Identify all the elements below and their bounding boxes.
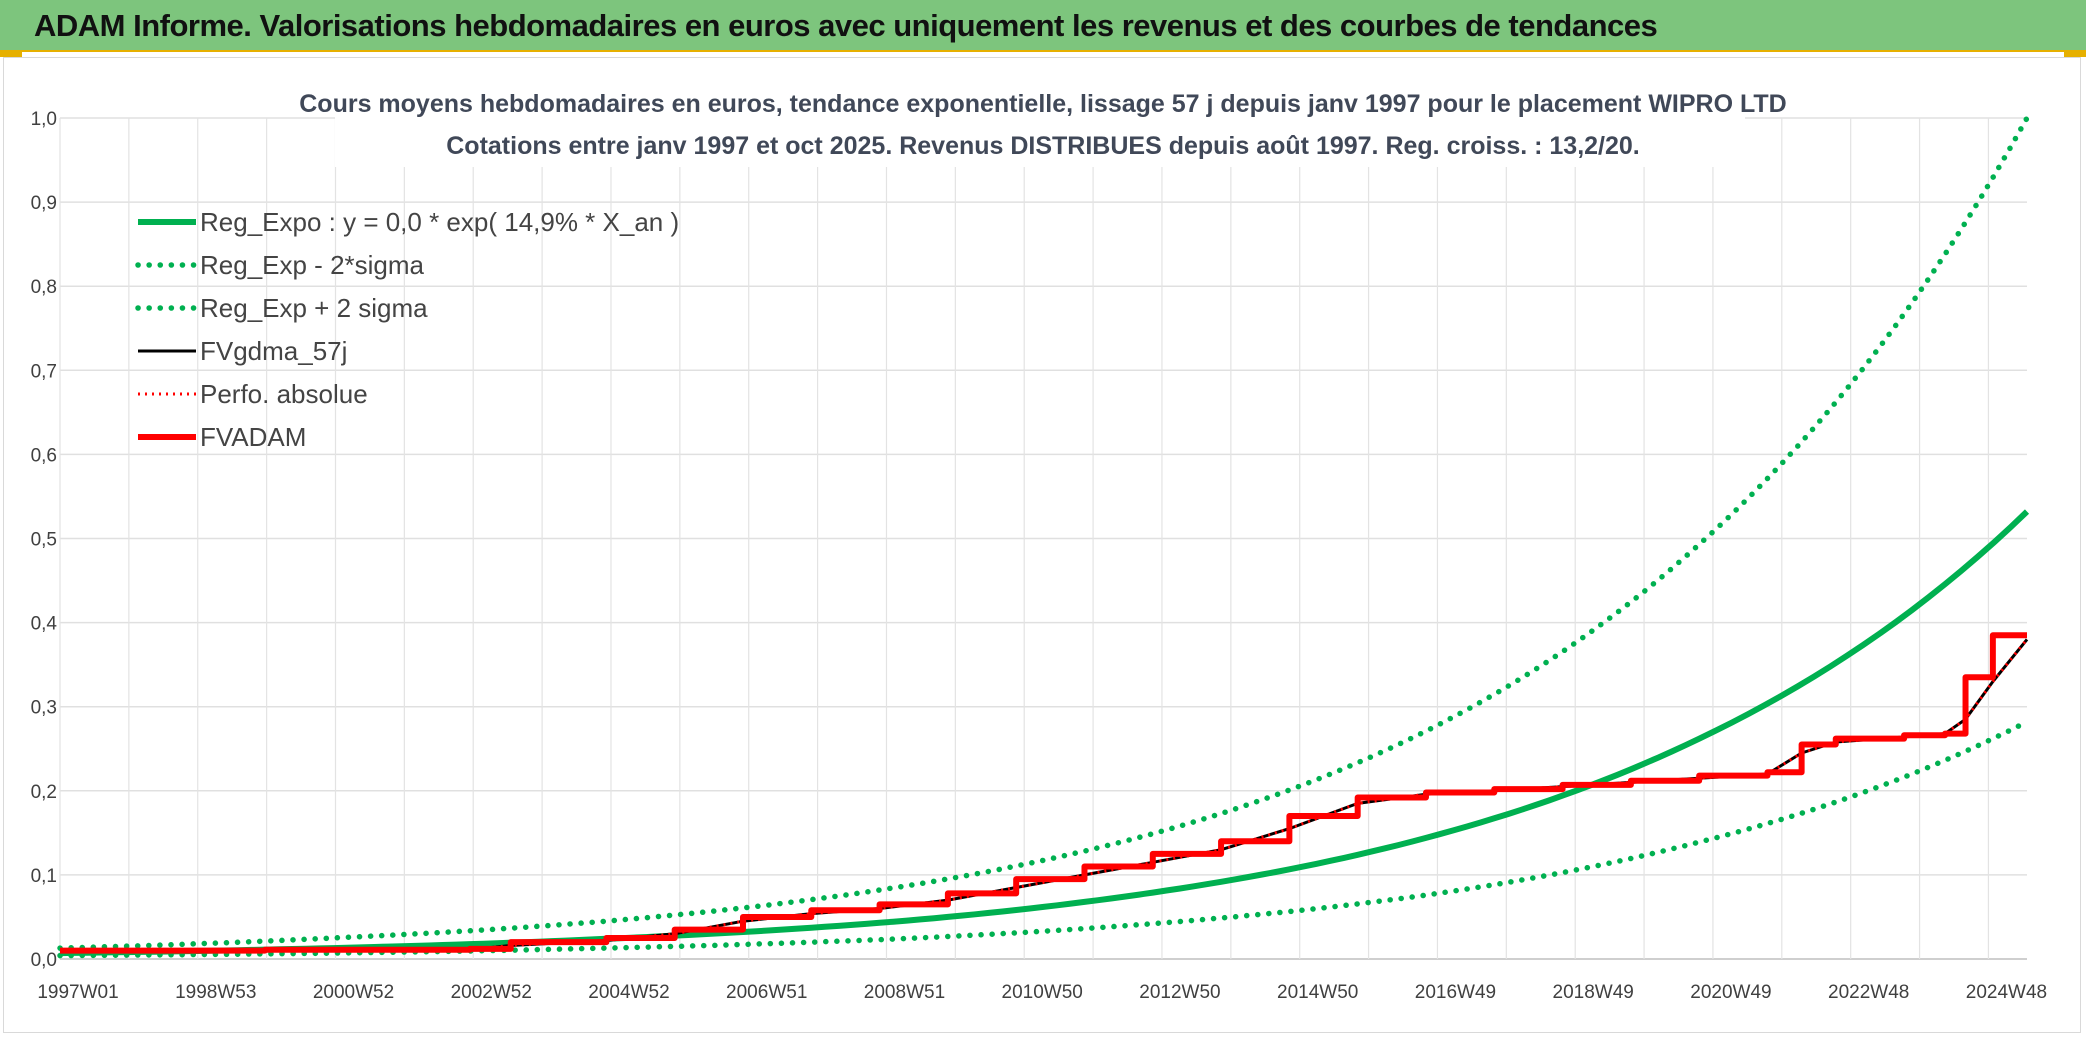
y-tick-label: 0,9: [31, 193, 57, 214]
x-tick-label: 2012W50: [1139, 982, 1220, 1003]
y-tick-label: 0,5: [31, 530, 57, 551]
y-tick-label: 0,6: [31, 445, 57, 466]
x-tick-label: 2008W51: [864, 982, 945, 1003]
x-tick-label: 2014W50: [1277, 982, 1358, 1003]
x-tick-label: 1998W53: [175, 982, 256, 1003]
x-tick-label: 2000W52: [313, 982, 394, 1003]
y-tick-label: 0,2: [31, 782, 57, 803]
y-tick-label: 0,4: [31, 614, 58, 635]
x-tick-label: 2022W48: [1828, 982, 1909, 1003]
series-line-2: [57, 115, 2030, 951]
corner-mark-right: [2064, 52, 2086, 57]
x-tick-label: 2010W50: [1002, 982, 1083, 1003]
x-tick-label: 2006W51: [726, 982, 807, 1003]
x-tick-label: 2016W49: [1415, 982, 1496, 1003]
y-tick-label: 0,8: [31, 277, 57, 298]
banner-title: ADAM Informe. Valorisations hebdomadaire…: [34, 8, 1658, 43]
legend-label: Reg_Exp + 2 sigma: [200, 293, 428, 323]
x-tick-label: 2020W49: [1690, 982, 1771, 1003]
corner-mark-left: [0, 52, 22, 57]
legend-label: FVADAM: [200, 422, 306, 452]
x-tick-label: 2002W52: [451, 982, 532, 1003]
y-tick-label: 0,0: [31, 950, 57, 971]
chart-title: Cours moyens hebdomadaires en euros, ten…: [299, 90, 1786, 118]
x-tick-label: 2024W48: [1966, 982, 2047, 1003]
y-tick-label: 0,1: [31, 866, 57, 887]
chart-title-background: [335, 82, 1745, 167]
series-line-0: [59, 509, 2030, 957]
y-tick-label: 1,0: [31, 109, 57, 130]
header-banner: ADAM Informe. Valorisations hebdomadaire…: [0, 0, 2086, 52]
legend-label: Reg_Exp - 2*sigma: [200, 250, 425, 280]
x-tick-label: 2004W52: [588, 982, 669, 1003]
legend: Reg_Expo : y = 0,0 * exp( 14,9% * X_an )…: [135, 207, 679, 452]
series-line-1: [57, 719, 2030, 959]
x-axis-ticks: 1997W01 1998W53 2000W52 2002W52 2004W52 2006W…: [37, 982, 2047, 1003]
legend-label: Perfo. absolue: [200, 379, 368, 409]
y-axis-ticks: 0,0 0,1 0,2 0,3 0,4 0,5 0,6 0,7 0,8 0,9 1,0: [31, 109, 58, 971]
x-tick-label: 1997W01: [37, 982, 118, 1003]
chart-subtitle: Cotations entre janv 1997 et oct 2025. R…: [446, 132, 1640, 160]
chart-frame: [3, 57, 2081, 1033]
series-lines: [57, 115, 2030, 959]
grid-lines: [59, 117, 2027, 960]
series-line-5: [60, 632, 2027, 954]
x-tick-label: 2018W49: [1553, 982, 1634, 1003]
legend-label: Reg_Expo : y = 0,0 * exp( 14,9% * X_an ): [200, 207, 679, 237]
y-tick-label: 0,7: [31, 361, 57, 382]
y-tick-label: 0,3: [31, 698, 57, 719]
legend-label: FVgdma_57j: [200, 336, 347, 366]
